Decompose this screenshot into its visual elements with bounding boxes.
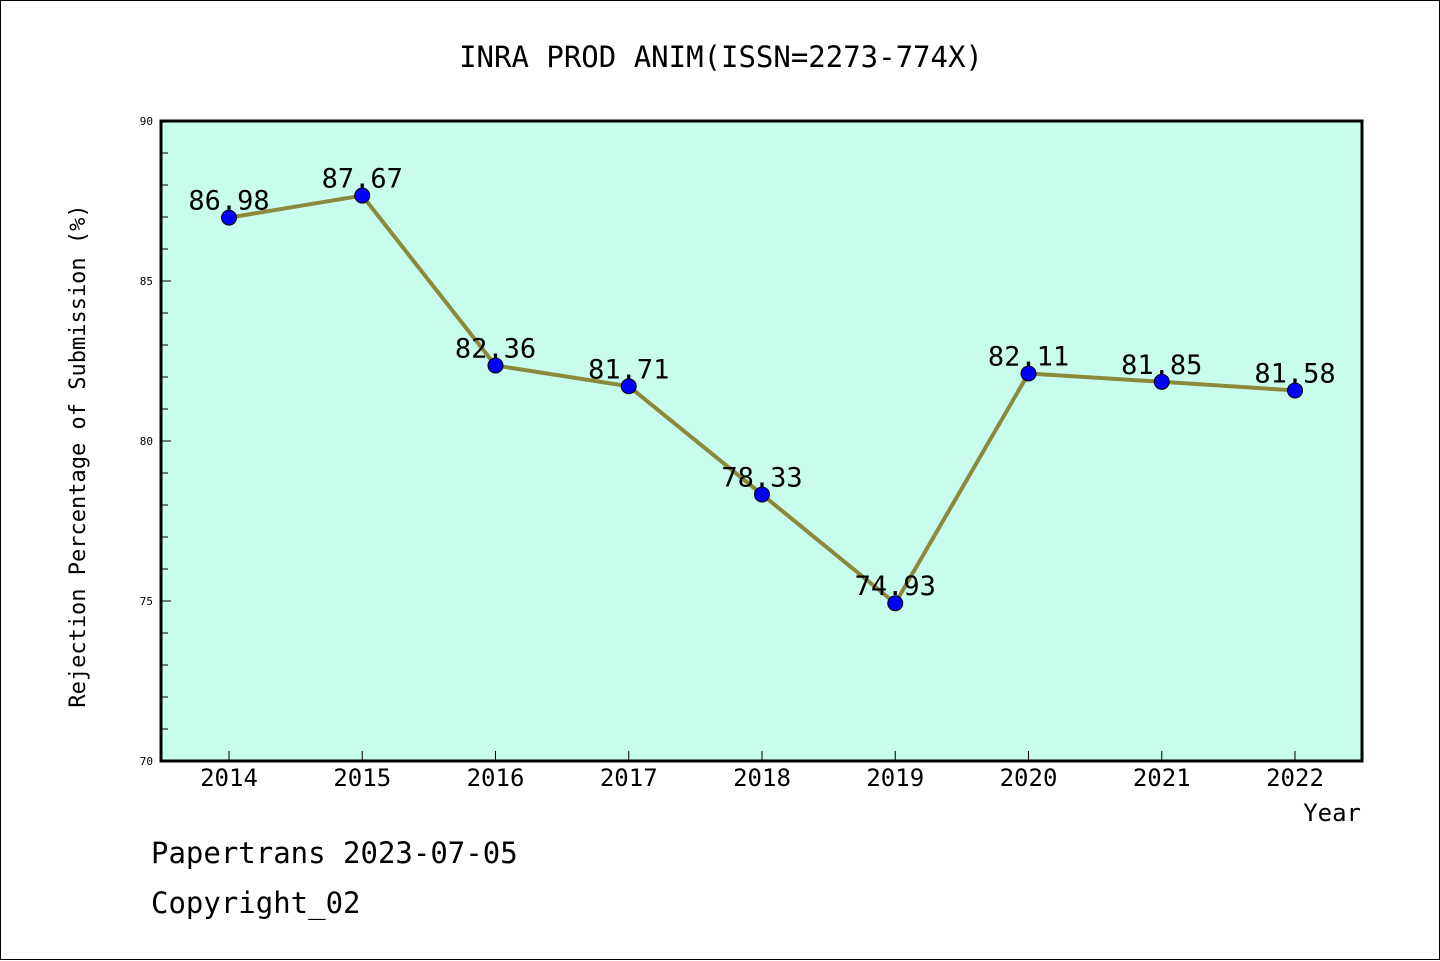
chart-title: INRA PROD ANIM(ISSN=2273-774X) xyxy=(459,40,983,74)
data-label: 81.85 xyxy=(1121,350,1202,381)
data-label: 87.67 xyxy=(322,164,403,195)
x-axis: 2014 2015 2016 2017 2018 2019 2020 2021 2022 xyxy=(200,751,1324,792)
plot-border xyxy=(159,119,1364,763)
y-axis-label: Rejection Percentage of Submission (%) xyxy=(66,204,91,707)
x-tick-label: 2017 xyxy=(600,764,658,792)
plot-area xyxy=(161,121,1362,761)
x-tick-label: 2014 xyxy=(200,764,258,792)
data-point xyxy=(221,209,237,226)
data-point xyxy=(354,187,371,204)
data-point xyxy=(1287,382,1303,399)
x-tick-label: 2016 xyxy=(467,764,525,792)
data-label: 81.58 xyxy=(1254,358,1335,389)
footer-copyright: Copyright_02 xyxy=(151,886,361,920)
y-tick-label: 80 xyxy=(140,435,153,448)
data-label: 82.36 xyxy=(455,333,536,364)
data-point xyxy=(887,595,904,612)
x-tick-label: 2019 xyxy=(866,764,924,792)
data-label: 74.93 xyxy=(855,571,936,602)
y-tick-label: 75 xyxy=(140,595,153,608)
x-axis-label: Year xyxy=(1303,799,1361,827)
x-tick-label: 2018 xyxy=(733,764,791,792)
data-labels: 86.98 87.67 82.36 81.71 78.33 74.93 82.11 81.85… xyxy=(188,164,1335,603)
data-label: 81.71 xyxy=(588,354,669,385)
data-label: 78.33 xyxy=(721,462,802,493)
x-tick-label: 2021 xyxy=(1133,764,1191,792)
x-tick-label: 2022 xyxy=(1266,764,1324,792)
data-point xyxy=(620,378,637,395)
x-tick-label: 2020 xyxy=(1000,764,1058,792)
data-label: 86.98 xyxy=(188,186,269,217)
y-tick-label: 85 xyxy=(140,275,153,288)
x-tick-label: 2015 xyxy=(333,764,391,792)
data-point xyxy=(754,486,770,503)
data-point xyxy=(1153,373,1170,390)
footer-source: Papertrans 2023-07-05 xyxy=(151,836,518,870)
y-tick-label: 70 xyxy=(140,755,153,768)
data-point xyxy=(1020,365,1037,382)
series-markers xyxy=(221,187,1303,612)
data-point xyxy=(487,357,504,374)
data-label: 82.11 xyxy=(988,341,1069,372)
y-tick-label: 90 xyxy=(140,115,153,128)
